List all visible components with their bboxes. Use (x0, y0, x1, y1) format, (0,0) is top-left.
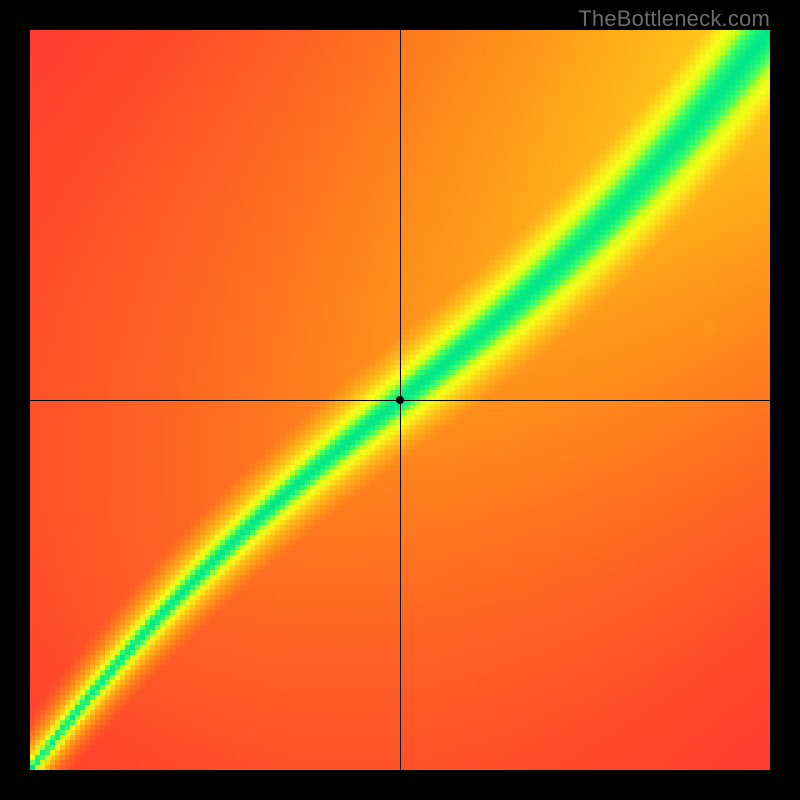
heatmap-canvas (30, 30, 770, 770)
watermark-text: TheBottleneck.com (578, 6, 770, 32)
heatmap-plot (30, 30, 770, 770)
